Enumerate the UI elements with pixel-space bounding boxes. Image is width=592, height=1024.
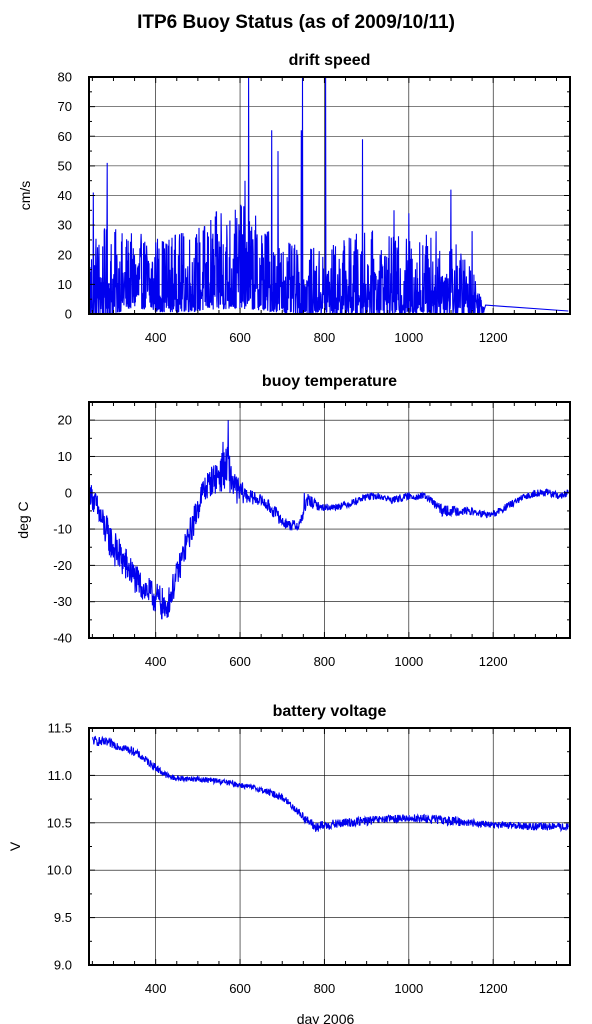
gridlines <box>89 402 570 639</box>
tick-marks <box>89 76 570 315</box>
x-tick-label: 1000 <box>394 654 423 669</box>
plot-frame <box>88 401 571 639</box>
chart-title: buoy temperature <box>262 373 397 390</box>
figure-title: ITP6 Buoy Status (as of 2009/10/11) <box>137 12 455 33</box>
y-tick-label: 20 <box>58 247 72 262</box>
chart-drift: drift speed cm/s 400 600 800 1000 1200 0 10 20 30 4… <box>17 52 571 345</box>
x-tick-label: 400 <box>145 981 167 996</box>
y-tick-label: 11.0 <box>48 768 72 783</box>
chart-title: drift speed <box>289 52 371 69</box>
x-tick-label: 400 <box>145 654 167 669</box>
y-tick-label: 9.0 <box>54 958 72 973</box>
y-tick-label: 10 <box>58 449 72 464</box>
x-tick-label: 600 <box>229 981 251 996</box>
y-tick-label: 20 <box>58 413 72 428</box>
x-tick-label: 600 <box>229 330 251 345</box>
gridlines <box>89 76 570 315</box>
series-line <box>89 420 569 620</box>
x-tick-label: 800 <box>314 654 336 669</box>
y-axis-label: deg C <box>15 501 31 538</box>
y-tick-label: -30 <box>53 594 72 609</box>
series-line <box>92 735 569 833</box>
gridlines <box>89 727 570 966</box>
y-tick-label: 50 <box>58 158 72 173</box>
x-tick-label: 1000 <box>394 981 423 996</box>
x-tick-label: 800 <box>314 981 336 996</box>
x-tick-label: 1200 <box>479 654 508 669</box>
chart-temp: buoy temperature deg C 400 600 800 1000 1200 -4… <box>15 373 571 669</box>
y-axis-label: cm/s <box>17 181 33 211</box>
chart-title: battery voltage <box>273 703 387 720</box>
y-tick-label: 10.5 <box>47 815 72 830</box>
y-axis-label: V <box>7 841 23 851</box>
y-tick-label: 9.5 <box>54 910 72 925</box>
x-tick-label: 800 <box>314 330 336 345</box>
series-line <box>89 77 569 314</box>
x-tick-label: 1200 <box>479 981 508 996</box>
y-tick-label: -40 <box>53 631 72 646</box>
y-tick-label: -10 <box>53 522 72 537</box>
y-tick-label: -20 <box>53 558 72 573</box>
y-tick-label: 11.5 <box>48 721 72 736</box>
y-tick-label: 10.0 <box>47 863 72 878</box>
chart-volt: battery voltage V 400 600 800 1000 1200 9.0 9.5 1… <box>7 703 571 1024</box>
y-tick-label: 70 <box>58 99 72 114</box>
y-tick-label: 60 <box>58 129 72 144</box>
tick-marks <box>89 402 570 639</box>
x-axis-label: day 2006 <box>297 1011 355 1024</box>
x-tick-label: 600 <box>229 654 251 669</box>
y-tick-label: 30 <box>58 218 72 233</box>
x-tick-label: 1200 <box>479 330 508 345</box>
y-tick-label: 80 <box>58 70 72 85</box>
y-tick-label: 0 <box>65 485 72 500</box>
y-tick-label: 40 <box>58 188 72 203</box>
y-tick-label: 0 <box>65 307 72 322</box>
x-tick-label: 400 <box>145 330 167 345</box>
plot-frame <box>88 727 571 966</box>
y-tick-label: 10 <box>58 277 72 292</box>
tick-marks <box>89 727 570 966</box>
x-tick-label: 1000 <box>394 330 423 345</box>
